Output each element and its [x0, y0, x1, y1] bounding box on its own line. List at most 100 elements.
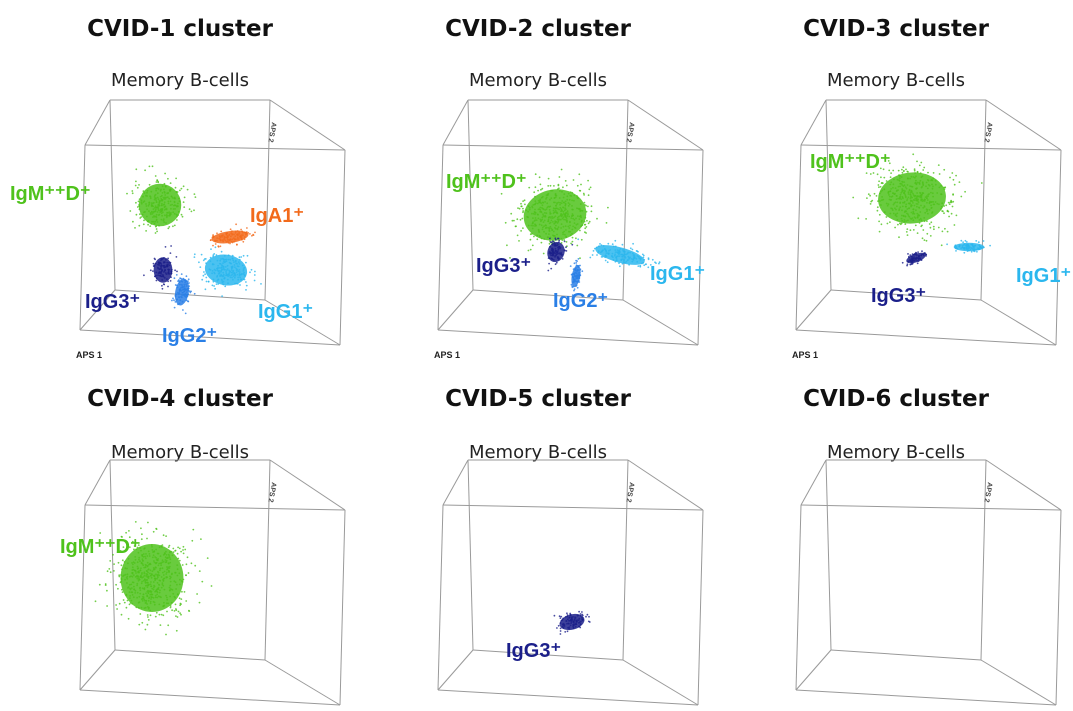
- cloud-dot: [158, 213, 161, 216]
- cloud-dot: [940, 208, 942, 210]
- cloud-dot: [537, 217, 540, 220]
- cloud-dot: [161, 546, 163, 548]
- cloud-dot: [186, 282, 189, 285]
- cloud-dot: [161, 583, 164, 586]
- cloud-dot: [889, 176, 892, 179]
- cloud-dot: [167, 270, 170, 273]
- cloud-dot: [129, 210, 132, 212]
- cloud-dot: [520, 202, 522, 205]
- cloud-dot: [214, 287, 217, 290]
- cloud-dot: [150, 204, 153, 207]
- cloud-dot: [562, 216, 565, 219]
- cloud-dot: [242, 240, 245, 243]
- cloud-dot: [161, 284, 163, 287]
- cloud-dot: [231, 238, 234, 241]
- cloud-dot: [907, 253, 909, 255]
- cloud-dot: [129, 597, 131, 599]
- cloud-dot: [160, 212, 163, 215]
- cloud-dot: [153, 196, 156, 198]
- cloud-dot: [225, 271, 227, 273]
- cloud-dot: [158, 613, 161, 616]
- cloud-dot: [882, 168, 885, 171]
- cloud-dot: [185, 288, 188, 291]
- cloud-dot: [165, 576, 168, 579]
- cloud-dot: [532, 224, 534, 227]
- cloud-dot: [157, 204, 160, 207]
- cloud-dot: [911, 253, 914, 256]
- cloud-dot: [922, 206, 925, 209]
- cloud-dot: [151, 210, 153, 213]
- cloud-dot: [238, 269, 241, 271]
- cloud-dot: [633, 254, 636, 256]
- cloud-dot: [562, 196, 565, 199]
- cloud-dot: [906, 177, 909, 180]
- cloud-dot: [967, 243, 970, 246]
- cloud-dot: [165, 196, 168, 199]
- cloud-dot: [164, 246, 167, 248]
- cube-edge: [437, 689, 699, 706]
- cloud-dot: [534, 217, 537, 219]
- cloud-dot: [177, 303, 179, 306]
- cloud-dot: [538, 200, 541, 203]
- cloud-dot: [566, 612, 568, 615]
- cloud-dot: [220, 267, 223, 269]
- cloud-dot: [583, 220, 586, 223]
- cloud-dot: [548, 242, 551, 245]
- cloud-dot: [141, 600, 144, 602]
- cube-edge: [264, 659, 341, 706]
- cloud-dot: [180, 613, 182, 616]
- cloud-dot: [135, 168, 138, 171]
- cloud-dot: [123, 601, 126, 604]
- cloud-dot: [566, 210, 569, 213]
- cube-edge: [800, 99, 827, 146]
- cloud-dot: [229, 258, 232, 261]
- cloud-dot: [178, 197, 180, 200]
- cloud-dot: [142, 593, 145, 596]
- cloud-dot: [164, 196, 166, 199]
- cloud-dot: [216, 232, 218, 235]
- cloud-dot: [126, 599, 129, 602]
- cloud-dot: [158, 224, 160, 227]
- cloud-dot: [639, 258, 642, 261]
- cloud-dot: [233, 237, 235, 240]
- cloud-dot: [181, 294, 184, 297]
- cloud-dot: [949, 176, 951, 179]
- cloud-dot: [517, 207, 519, 210]
- cloud-dot: [625, 260, 628, 263]
- cloud-dot: [906, 234, 909, 237]
- cloud-dot: [547, 226, 549, 229]
- cloud-dot: [589, 256, 592, 259]
- cloud-dot: [941, 230, 944, 233]
- cloud-dot: [224, 266, 227, 268]
- cloud-dot: [165, 258, 167, 261]
- cloud-dot: [618, 255, 621, 257]
- cloud-dot: [203, 271, 205, 273]
- cloud-dot: [583, 194, 585, 196]
- cloud-dot: [183, 290, 186, 293]
- cloud-dot: [154, 205, 157, 208]
- cloud-dot: [150, 585, 152, 588]
- cloud-dot: [152, 270, 154, 272]
- cloud-dot: [176, 191, 179, 193]
- cloud-dot: [528, 186, 531, 189]
- cube-edge: [627, 99, 704, 151]
- cloud-dot: [146, 208, 149, 211]
- cloud-dot: [573, 199, 575, 202]
- cloud-dot: [569, 224, 571, 227]
- cloud-dot: [163, 209, 166, 211]
- cloud-dot: [940, 193, 943, 196]
- cloud-dot: [169, 605, 172, 607]
- cloud-dot: [576, 196, 579, 199]
- cloud-dot: [181, 286, 184, 289]
- cloud-dot: [893, 178, 895, 181]
- cloud-dot: [130, 583, 133, 586]
- cloud-dot: [559, 630, 562, 632]
- cloud-dot: [138, 556, 141, 559]
- cloud-dot: [876, 206, 879, 209]
- cloud-dot: [232, 275, 235, 277]
- cloud-core: [547, 241, 565, 263]
- cloud-dot: [604, 254, 607, 257]
- cloud-dot: [885, 202, 888, 205]
- cloud-dot: [567, 622, 570, 625]
- cloud-dot: [547, 192, 550, 195]
